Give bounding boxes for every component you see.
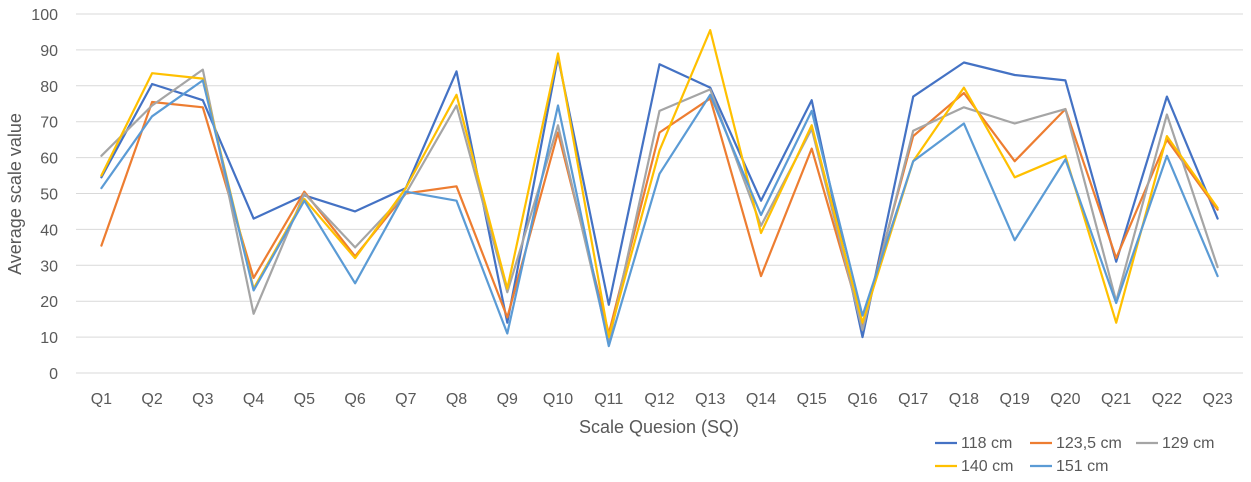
x-tick-label: Q11: [594, 391, 623, 408]
series-line-2: [100, 68, 1219, 344]
x-tick-label: Q20: [1050, 391, 1080, 408]
x-tick-label: Q8: [446, 391, 467, 408]
y-axis-title: Average scale value: [5, 113, 25, 275]
y-tick-label: 40: [40, 222, 58, 239]
x-tick-label: Q17: [898, 391, 928, 408]
x-tick-label: Q5: [294, 391, 315, 408]
x-tick-label: Q14: [746, 391, 776, 408]
x-tick-label: Q15: [797, 391, 827, 408]
y-tick-label: 20: [40, 294, 58, 311]
legend-label: 118 cm: [961, 435, 1012, 452]
series-line-1: [100, 91, 1219, 335]
legend-label: 140 cm: [961, 458, 1013, 475]
y-tick-label: 10: [40, 330, 58, 347]
x-axis-title: Scale Quesion (SQ): [579, 417, 739, 437]
x-tick-label: Q7: [395, 391, 416, 408]
y-tick-label: 80: [40, 79, 58, 96]
x-tick-label: Q12: [644, 391, 674, 408]
gridlines: [76, 13, 1243, 374]
y-tick-label: 0: [49, 366, 58, 383]
x-tick-label: Q10: [543, 391, 573, 408]
x-tick-label: Q18: [949, 391, 979, 408]
series-line-0: [100, 55, 1219, 339]
series-lines: [100, 29, 1219, 348]
y-tick-label: 50: [40, 187, 58, 204]
x-tick-label: Q2: [141, 391, 162, 408]
x-tick-label: Q4: [243, 391, 264, 408]
y-tick-label: 30: [40, 258, 58, 275]
x-tick-label: Q16: [847, 391, 877, 408]
legend-label: 129 cm: [1162, 435, 1214, 452]
legend-label: 123,5 cm: [1056, 435, 1122, 452]
y-tick-label: 60: [40, 151, 58, 168]
y-axis-tick-labels: 0 10 20 30 40 50 60 70 80 90 100: [31, 7, 58, 383]
x-tick-label: Q13: [695, 391, 725, 408]
x-tick-label: Q21: [1101, 391, 1131, 408]
y-tick-label: 100: [31, 7, 58, 24]
x-tick-label: Q23: [1203, 391, 1233, 408]
y-tick-label: 70: [40, 115, 58, 132]
y-tick-label: 90: [40, 43, 58, 60]
x-tick-label: Q19: [1000, 391, 1030, 408]
x-axis-tick-labels: Q1 Q2 Q3 Q4 Q5 Q6 Q7 Q8 Q9 Q10 Q11 Q12 Q13 Q14 Q15 Q16 Q…: [91, 391, 1233, 408]
series-line-4: [100, 79, 1219, 348]
legend: 118 cm 123,5 cm 129 cm 140 cm 151 cm: [935, 435, 1214, 475]
x-tick-label: Q1: [91, 391, 112, 408]
x-tick-label: Q6: [344, 391, 365, 408]
legend-label: 151 cm: [1056, 458, 1108, 475]
x-tick-label: Q3: [192, 391, 213, 408]
x-tick-label: Q22: [1152, 391, 1182, 408]
x-tick-label: Q9: [497, 391, 518, 408]
